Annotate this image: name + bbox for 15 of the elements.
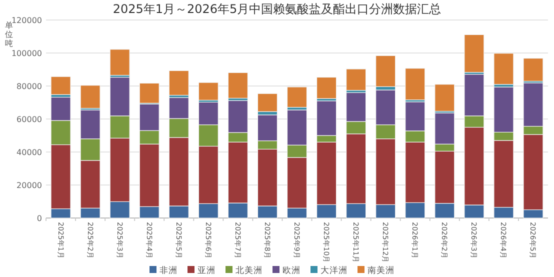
y-tick-label: 0 [36, 214, 42, 223]
legend-label: 非洲 [160, 265, 178, 276]
y-tick-label: 100000 [11, 49, 42, 58]
legend-label: 北美洲 [236, 265, 262, 276]
legend-label: 亚洲 [198, 265, 216, 276]
legend-label: 南美洲 [368, 265, 394, 276]
y-tick-label: 40000 [16, 148, 42, 157]
y-tick-label: 60000 [16, 115, 42, 124]
legend-label: 欧洲 [282, 265, 300, 276]
y-tick-label: 20000 [16, 181, 42, 190]
y-tick-label: 120000 [11, 16, 42, 25]
y-axis-title: 单位吨 [5, 21, 13, 48]
chart-title: 2025年1月～2026年5月中国赖氨酸盐及酯出口分洲数据汇总 [112, 2, 442, 16]
legend-label: 大洋洲 [320, 265, 348, 276]
y-tick-label: 80000 [16, 82, 42, 91]
